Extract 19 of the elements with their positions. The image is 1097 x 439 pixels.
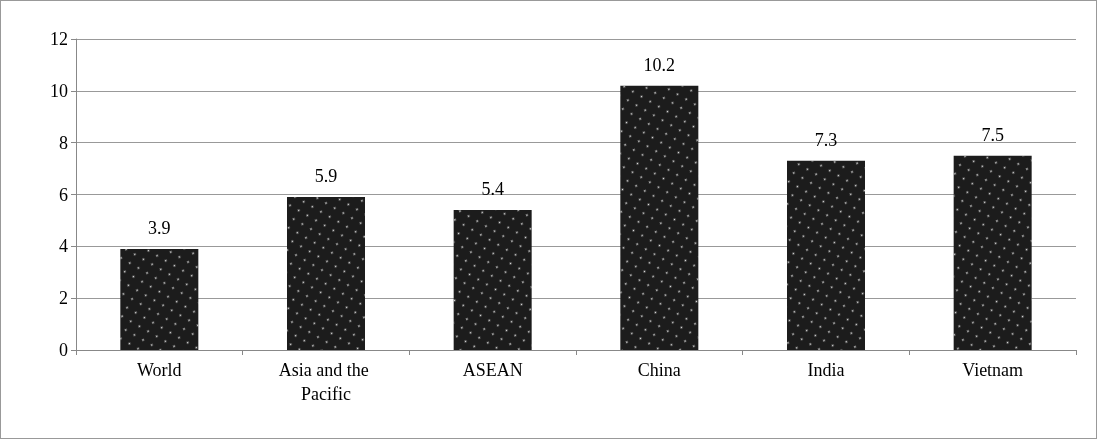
y-tick-label: 10 — [50, 80, 68, 101]
y-tick-label: 12 — [50, 29, 68, 49]
data-label: 5.9 — [314, 166, 338, 187]
x-tick-label: India — [807, 360, 845, 380]
data-label: 5.4 — [481, 179, 504, 200]
x-tick-label: ASEAN — [462, 360, 523, 380]
x-tick-label: World — [137, 360, 182, 380]
x-tick-label: Asia and the Pacific — [278, 360, 374, 404]
y-tick-label: 4 — [59, 236, 68, 257]
data-label: 10.2 — [643, 54, 676, 75]
x-tick-label: China — [637, 360, 681, 380]
data-label: 7.5 — [981, 124, 1004, 145]
y-tick-label: 2 — [59, 288, 68, 309]
y-tick-label: 6 — [59, 184, 68, 205]
y-tick-label: 0 — [59, 340, 68, 360]
y-tick-label: 8 — [59, 132, 68, 153]
data-label: 3.9 — [148, 217, 171, 238]
data-label: 7.3 — [814, 129, 838, 150]
x-tick-label: Vietnam — [962, 360, 1024, 380]
